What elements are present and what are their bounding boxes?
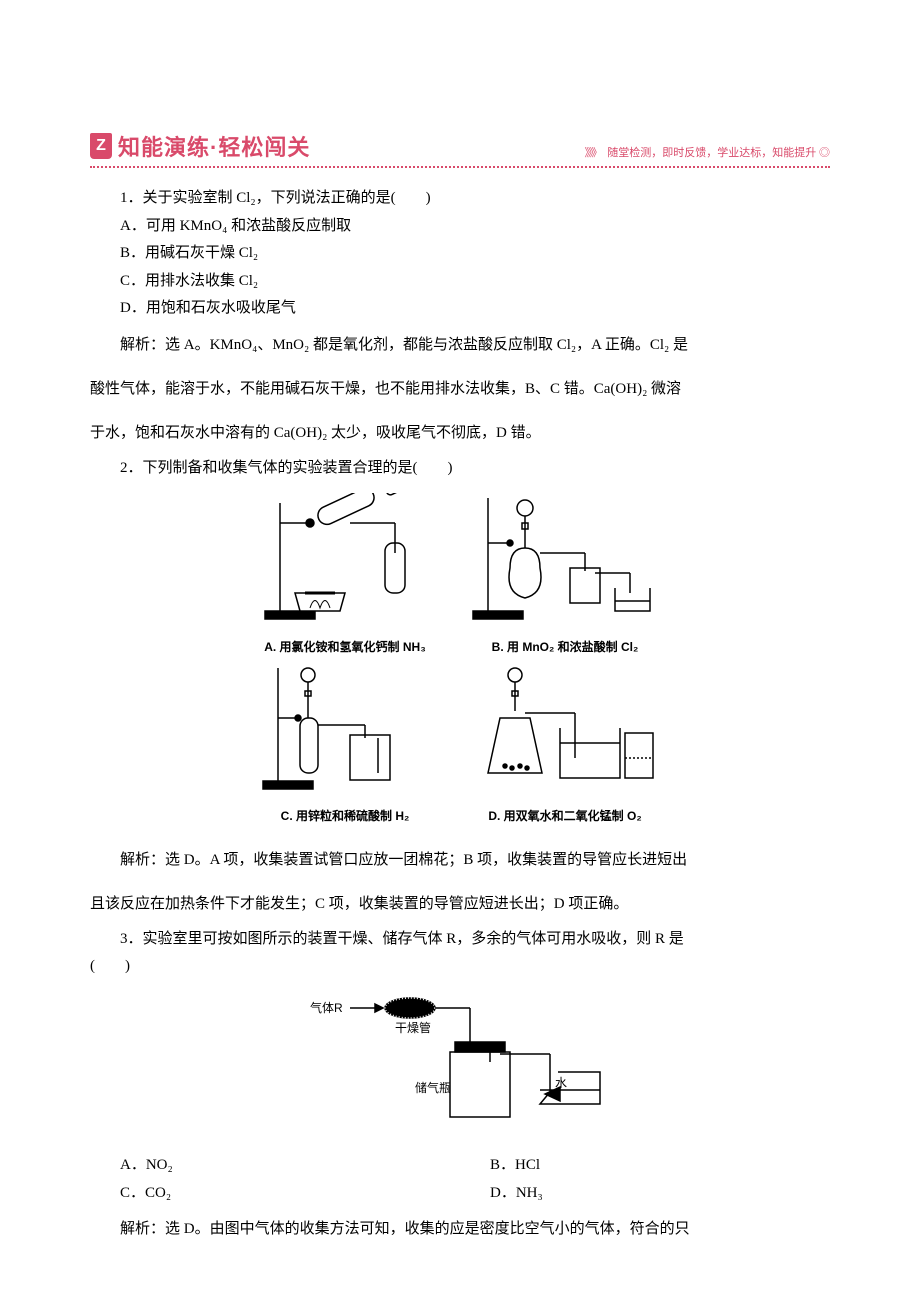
label-store: 储气瓶 [415,1080,451,1095]
page: Z 知能演练·轻松闯关 》》》 随堂检测，即时反馈，学业达标，知能提升 ◎ 1．… [0,0,920,1312]
q3-explanation-line1: 解析：选 D。由图中气体的收集方法可知，收集的应是密度比空气小的气体，符合的只 [90,1208,830,1250]
chevrons-icon: 》》》 [585,147,601,159]
q2-caption-a: A. 用氯化铵和氢氧化钙制 NH₃ [260,637,430,657]
label-dry: 干燥管 [395,1020,431,1035]
q2-caption-c: C. 用锌粒和稀硫酸制 H₂ [260,806,430,826]
q2-explanation-line1: 解析：选 D。A 项，收集装置试管口应放一团棉花；B 项，收集装置的导管应长进短… [90,839,830,881]
q1-stem: 1．关于实验室制 Cl₂，下列说法正确的是( ) [90,186,830,212]
apparatus-r-icon: 气体R 干燥管 储气瓶 水 [300,992,620,1132]
header-subtitle-suffix: ◎ [819,147,830,159]
q1-option-d: D．用饱和石灰水吸收尾气 [90,296,830,322]
q3-option-a: A．NO₂ [90,1153,460,1179]
q1-explanation-line2: 酸性气体，能溶于水，不能用碱石灰干燥，也不能用排水法收集，B、C 错。Ca(OH… [90,368,830,410]
apparatus-a-icon [260,493,430,623]
q3-stem-line1: 3．实验室里可按如图所示的装置干燥、储存气体 R，多余的气体可用水吸收，则 R … [90,927,830,953]
q2-fig-row2: C. 用锌粒和稀硫酸制 H₂ [90,663,830,827]
q2-caption-b: B. 用 MnO₂ 和浓盐酸制 Cl₂ [470,637,660,657]
q1-option-a: A．可用 KMnO₄ 和浓盐酸反应制取 [90,214,830,240]
q3-option-b: B．HCl [460,1153,830,1179]
header-subtitle-text: 随堂检测，即时反馈，学业达标，知能提升 [607,147,816,159]
q1-explanation-line3: 于水，饱和石灰水中溶有的 Ca(OH)₂ 太少，吸收尾气不彻底，D 错。 [90,412,830,454]
q2-stem: 2．下列制备和收集气体的实验装置合理的是( ) [90,456,830,482]
q3-options-row1: A．NO₂ B．HCl [90,1153,830,1179]
q2-caption-d: D. 用双氧水和二氧化锰制 O₂ [470,806,660,826]
q2-fig-b: B. 用 MnO₂ 和浓盐酸制 Cl₂ [470,493,660,657]
q2-fig-row1: A. 用氯化铵和氢氧化钙制 NH₃ [90,493,830,657]
q3-figure: 气体R 干燥管 储气瓶 水 [90,992,830,1142]
label-gas: 气体R [310,1000,343,1015]
q2-fig-c: C. 用锌粒和稀硫酸制 H₂ [260,663,430,827]
header-subtitle: 》》》 随堂检测，即时反馈，学业达标，知能提升 ◎ [585,144,831,162]
q3-option-d: D．NH₃ [460,1181,830,1207]
apparatus-d-icon [470,663,660,793]
q3-options-row2: C．CO₂ D．NH₃ [90,1181,830,1207]
header-title: 知能演练·轻松闯关 [118,130,310,162]
apparatus-c-icon [260,663,430,793]
q2-explanation-line2: 且该反应在加热条件下才能发生；C 项，收集装置的导管应短进长出；D 项正确。 [90,883,830,925]
q1-explanation-line1: 解析：选 A。KMnO₄、MnO₂ 都是氧化剂，都能与浓盐酸反应制取 Cl₂，A… [90,324,830,366]
header-left: Z 知能演练·轻松闯关 [90,130,310,162]
q1-option-c: C．用排水法收集 Cl₂ [90,269,830,295]
section-header: Z 知能演练·轻松闯关 》》》 随堂检测，即时反馈，学业达标，知能提升 ◎ [90,130,830,168]
q3-option-c: C．CO₂ [90,1181,460,1207]
q1-option-b: B．用碱石灰干燥 Cl₂ [90,241,830,267]
header-logo-icon: Z [90,133,112,159]
q2-fig-d: D. 用双氧水和二氧化锰制 O₂ [470,663,660,827]
apparatus-b-icon [470,493,660,623]
q3-stem-line2: ( ) [90,954,830,980]
q2-figure-grid: A. 用氯化铵和氢氧化钙制 NH₃ [90,493,830,827]
q2-fig-a: A. 用氯化铵和氢氧化钙制 NH₃ [260,493,430,657]
content: 1．关于实验室制 Cl₂，下列说法正确的是( ) A．可用 KMnO₄ 和浓盐酸… [90,186,830,1250]
